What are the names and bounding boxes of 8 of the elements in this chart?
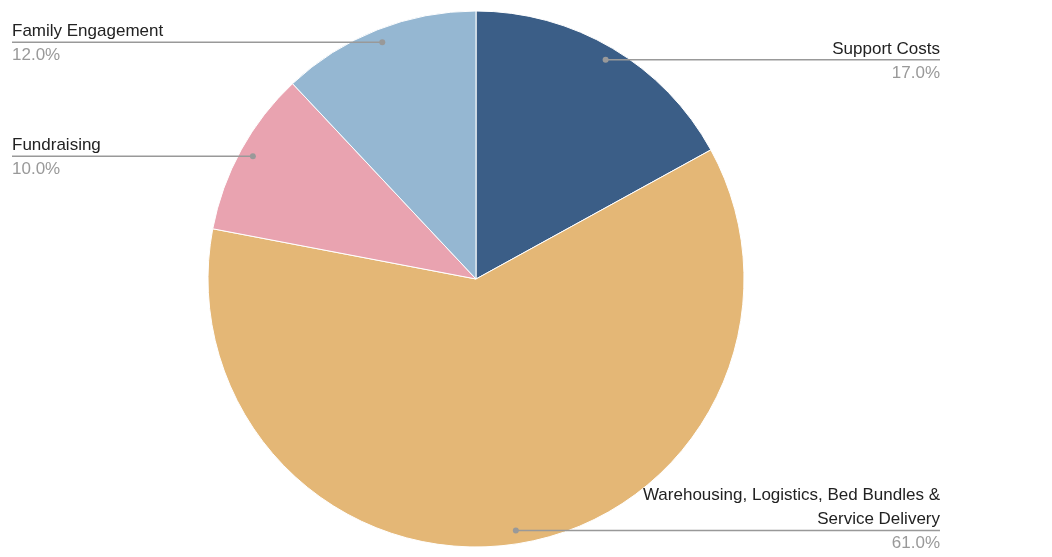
data-label: 12.0% <box>12 45 61 65</box>
data-label: 10.0% <box>12 159 61 179</box>
data-label: 17.0% <box>891 62 940 82</box>
slice-label: Warehousing, Logistics, Bed Bundles & Service Delivery <box>642 485 941 529</box>
slice-label: Fundraising <box>12 135 101 155</box>
slice-label: Family Engagement <box>12 21 164 41</box>
data-label: 61.0% <box>891 533 940 553</box>
slice-label: Support Costs <box>832 38 940 58</box>
